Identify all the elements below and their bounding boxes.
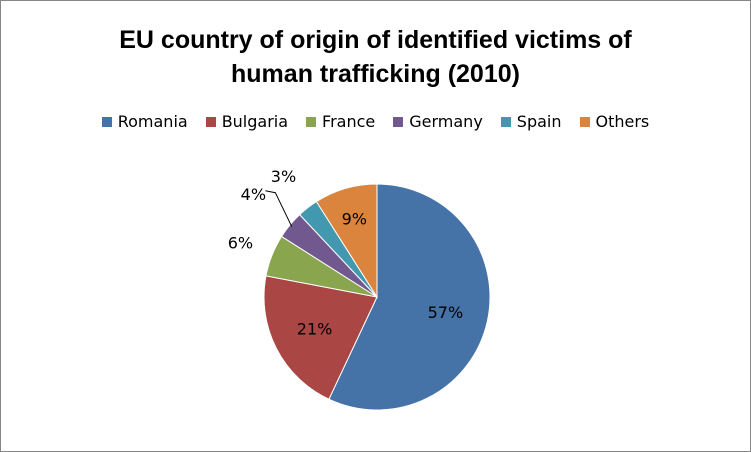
legend-swatch-romania bbox=[101, 116, 112, 127]
chart-title-line-2: human trafficking (2010) bbox=[231, 60, 520, 88]
legend-swatch-germany bbox=[393, 116, 404, 127]
chart-title-text: EU country of origin of identified victi… bbox=[119, 26, 632, 88]
legend-item-germany: Germany bbox=[393, 112, 483, 131]
legend-item-france: France bbox=[306, 112, 375, 131]
legend-swatch-bulgaria bbox=[205, 116, 216, 127]
legend-item-romania: Romania bbox=[101, 112, 188, 131]
legend-item-others: Others bbox=[579, 112, 650, 131]
chart-title: EU country of origin of identified victi… bbox=[1, 23, 750, 91]
pie-slice-romania bbox=[328, 183, 491, 411]
legend: Romania Bulgaria France Germany Spain Others bbox=[1, 112, 750, 131]
legend-item-bulgaria: Bulgaria bbox=[205, 112, 289, 131]
legend-swatch-france bbox=[306, 116, 317, 127]
data-label-spain: 3% bbox=[271, 167, 296, 186]
legend-label-romania: Romania bbox=[117, 112, 188, 131]
data-label-romania: 57% bbox=[428, 303, 464, 322]
pie-slice-others bbox=[315, 183, 378, 299]
legend-label-bulgaria: Bulgaria bbox=[221, 112, 289, 131]
leader-line-germany bbox=[265, 190, 293, 227]
legend-label-france: France bbox=[322, 112, 376, 131]
legend-swatch-others bbox=[579, 116, 590, 127]
data-label-bulgaria: 21% bbox=[297, 319, 333, 338]
data-label-germany: 4% bbox=[241, 185, 266, 204]
data-label-france: 6% bbox=[228, 233, 253, 252]
legend-swatch-spain bbox=[500, 116, 511, 127]
legend-label-spain: Spain bbox=[516, 112, 562, 131]
pie-slice-bulgaria bbox=[263, 275, 378, 400]
data-label-others: 9% bbox=[342, 209, 367, 228]
legend-label-germany: Germany bbox=[409, 112, 483, 131]
legend-item-spain: Spain bbox=[500, 112, 562, 131]
legend-label-others: Others bbox=[595, 112, 650, 131]
chart-title-line-1: EU country of origin of identified victi… bbox=[119, 26, 632, 54]
